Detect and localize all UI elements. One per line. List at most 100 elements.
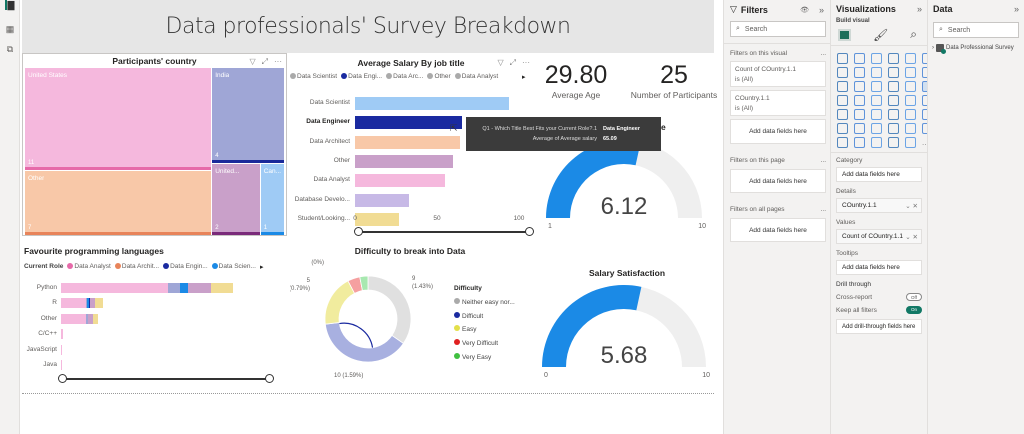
visual-type-icon[interactable] [905, 137, 916, 148]
report-view-icon[interactable]: ▇ [5, 0, 15, 10]
legend-next-arrow[interactable]: ▸ [522, 74, 526, 81]
visual-type-icon[interactable] [888, 67, 899, 78]
bar-segment[interactable] [86, 313, 89, 324]
visual-type-icon[interactable] [871, 137, 882, 148]
bar-segment[interactable] [86, 298, 88, 309]
visual-type-icon[interactable] [871, 67, 882, 78]
visual-type-icon[interactable] [905, 123, 916, 134]
bar-segment[interactable] [61, 283, 168, 293]
focus-mode-icon[interactable]: ⤢ [261, 57, 268, 66]
visual-type-icon[interactable] [871, 95, 882, 106]
more-options-icon[interactable]: ··· [522, 58, 530, 67]
visual-type-icon[interactable] [888, 81, 899, 92]
visual-type-icon[interactable] [854, 67, 865, 78]
bar[interactable] [355, 193, 410, 207]
kpi-card-average-age[interactable]: 29.80 Average Age [536, 60, 616, 115]
field-dropdown-remove-icons[interactable]: ⌄ ✕ [905, 202, 918, 210]
bar-segment[interactable] [210, 283, 233, 293]
collapse-pane-icon[interactable]: » [1013, 4, 1019, 14]
legend-item[interactable]: Very Difficult [454, 337, 515, 351]
visibility-eye-icon[interactable]: 👁 [800, 6, 809, 14]
visual-type-icon[interactable] [837, 81, 848, 92]
add-field-well[interactable]: Add data fields here [730, 119, 826, 144]
analytics-tab-icon[interactable]: ⌕ [910, 27, 917, 41]
visual-type-icon[interactable] [854, 81, 865, 92]
bar-segment[interactable] [88, 313, 94, 324]
visual-type-icon[interactable] [871, 123, 882, 134]
bar-segment[interactable] [188, 283, 211, 293]
filter-icon[interactable]: ▽ [249, 57, 256, 66]
visual-type-icon[interactable] [837, 137, 848, 148]
bar-segment[interactable] [61, 329, 63, 340]
build-visual-tab-icon[interactable] [838, 28, 851, 41]
tooltips-well[interactable]: Add data fields here [836, 260, 922, 275]
visual-type-icon[interactable] [905, 109, 916, 120]
visual-type-icon[interactable] [871, 109, 882, 120]
add-field-well[interactable]: Add data fields here [730, 169, 826, 193]
bar[interactable] [355, 212, 400, 226]
more-visuals-icon[interactable]: ... [922, 138, 929, 147]
bar-segment[interactable] [87, 298, 90, 309]
focus-mode-icon[interactable]: ⤢ [509, 58, 516, 67]
format-visual-tab-icon[interactable]: 🖌 [873, 27, 889, 42]
table-view-icon[interactable]: ▦ [5, 24, 15, 34]
bar-segment[interactable] [89, 298, 91, 309]
bar[interactable] [355, 97, 510, 110]
slider-handle-right[interactable] [525, 227, 534, 236]
keep-filters-toggle[interactable]: On [906, 306, 922, 314]
collapse-pane-icon[interactable]: » [916, 4, 922, 14]
add-field-well[interactable]: Add data fields here [730, 218, 826, 242]
legend-item[interactable]: Data Analyst [454, 73, 498, 80]
legend-item[interactable]: Easy [454, 323, 515, 337]
slider-handle-left[interactable] [58, 374, 67, 383]
legend-item[interactable]: Data Arc... [386, 73, 423, 80]
legend-item[interactable]: Difficult [454, 310, 515, 324]
kpi-card-participants[interactable]: 25 Number of Participants [624, 60, 724, 115]
donut-slice[interactable] [324, 322, 404, 363]
bar[interactable] [355, 116, 462, 130]
model-view-icon[interactable]: ⧉ [6, 44, 14, 54]
legend-item[interactable]: Other [427, 73, 451, 80]
visual-type-icon[interactable] [905, 53, 916, 64]
legend-item[interactable]: Neither easy nor... [454, 296, 515, 310]
zoom-slider[interactable] [58, 374, 274, 383]
details-field-pill[interactable]: COuntry.1.1 ⌄ ✕ [836, 198, 922, 213]
visual-type-icon[interactable] [854, 137, 865, 148]
filter-icon[interactable]: ▽ [497, 58, 504, 67]
donut-slice[interactable] [359, 275, 369, 292]
treemap-tile[interactable]: Other 7 [25, 170, 212, 235]
bar-segment[interactable] [61, 313, 87, 324]
values-field-pill[interactable]: Count of COuntry.1.1 ⌄ ✕ [836, 229, 922, 244]
visual-type-icon[interactable] [871, 53, 882, 64]
collapse-pane-icon[interactable]: » [818, 4, 824, 15]
bar-segment[interactable] [61, 360, 62, 370]
donut-slice[interactable] [324, 280, 356, 325]
difficulty-donut-visual[interactable]: Difficulty to break into Data 9 (1.43%) 10… [290, 242, 530, 387]
legend-item[interactable]: Data Analyst [67, 263, 111, 270]
programming-languages-visual[interactable]: Favourite programming languages Current … [22, 242, 286, 387]
legend-item[interactable]: Data Engin... [163, 263, 208, 270]
bar-segment[interactable] [167, 283, 180, 293]
visual-type-icon[interactable] [888, 123, 899, 134]
visual-type-icon[interactable] [888, 137, 899, 148]
legend-item[interactable]: Very Easy [454, 351, 515, 365]
visual-type-icon[interactable] [888, 95, 899, 106]
filter-card[interactable]: Count of COuntry.1.1 is (All) [730, 61, 826, 87]
bar-segment[interactable] [61, 298, 87, 309]
salary-satisfaction-gauge-visual[interactable]: Salary Satisfaction 5.68 0 10 [532, 262, 722, 387]
legend-item[interactable]: Data Scientist [290, 73, 337, 80]
legend-item[interactable]: Data Archit... [114, 263, 159, 270]
slider-handle-left[interactable] [354, 227, 363, 236]
treemap-tile[interactable]: India 4 [212, 68, 284, 163]
slider-handle-right[interactable] [265, 374, 274, 383]
legend-item[interactable]: Data Engi... [341, 73, 382, 80]
more-options-icon[interactable]: ··· [274, 57, 282, 66]
chevron-right-icon[interactable]: › [932, 45, 934, 51]
more-options-icon[interactable]: ... [820, 157, 826, 164]
bar[interactable] [355, 135, 460, 149]
bar[interactable] [355, 174, 446, 188]
more-options-icon[interactable]: ... [820, 50, 826, 57]
legend-item[interactable]: Data Scien... [211, 263, 256, 270]
table-tree-item[interactable]: › Data Professional Survey [928, 38, 1024, 58]
filters-search-input[interactable]: ⌕ Search [730, 21, 826, 37]
